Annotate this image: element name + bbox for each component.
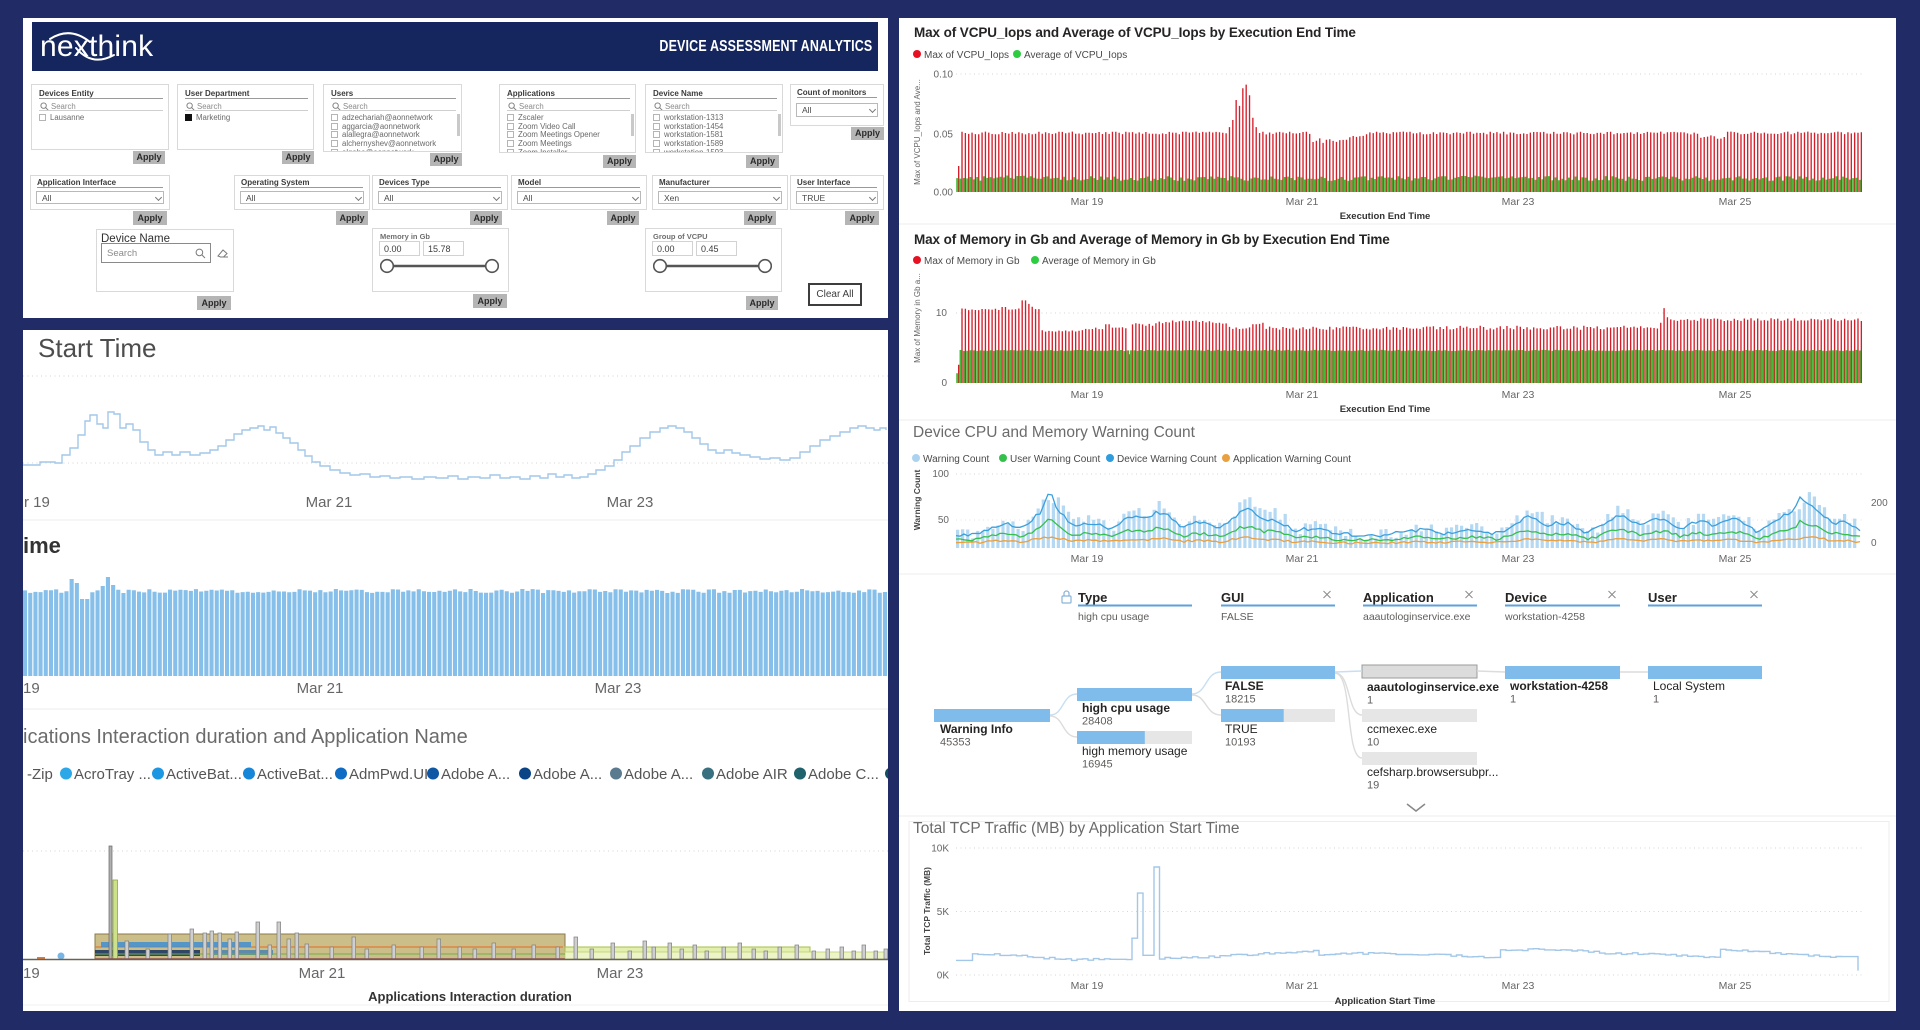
svg-text:Max of Memory in Gb and Averag: Max of Memory in Gb and Average of Memor… [914, 232, 1390, 247]
svg-text:Device Warning Count: Device Warning Count [1117, 454, 1217, 465]
svg-text:Mar 21: Mar 21 [1286, 196, 1319, 208]
svg-text:-Zip: -Zip [27, 766, 53, 783]
svg-text:10: 10 [936, 308, 948, 319]
svg-text:Adobe A...: Adobe A... [624, 766, 693, 783]
svg-text:Max of Memory in Gb a...: Max of Memory in Gb a... [913, 273, 922, 363]
svg-text:aaautologinservice.exe: aaautologinservice.exe [1363, 611, 1471, 623]
svg-text:10K: 10K [931, 844, 949, 855]
svg-text:19: 19 [23, 680, 40, 697]
svg-text:0: 0 [1871, 538, 1877, 549]
svg-text:workstation-4258: workstation-4258 [1504, 611, 1585, 623]
svg-text:Mar 19: Mar 19 [1071, 389, 1104, 401]
svg-text:Adobe C...: Adobe C... [808, 766, 879, 783]
svg-text:Execution End Time: Execution End Time [1340, 211, 1431, 222]
svg-text:Type: Type [1078, 590, 1107, 605]
svg-text:Mar 21: Mar 21 [297, 680, 344, 697]
svg-text:0: 0 [941, 378, 947, 389]
svg-text:Application Warning Count: Application Warning Count [1233, 454, 1351, 465]
svg-text:Adobe AIR: Adobe AIR [716, 766, 788, 783]
svg-text:0.10: 0.10 [934, 70, 954, 81]
svg-text:ActiveBat...: ActiveBat... [257, 766, 333, 783]
svg-text:Mar 21: Mar 21 [1286, 389, 1319, 401]
svg-text:high memory usage: high memory usage [1082, 744, 1188, 758]
svg-text:0K: 0K [937, 971, 950, 982]
svg-text:Mar 21: Mar 21 [1286, 980, 1319, 992]
svg-text:Mar 23: Mar 23 [1502, 553, 1535, 565]
svg-text:Mar 23: Mar 23 [1502, 196, 1535, 208]
svg-text:Mar 19: Mar 19 [1071, 196, 1104, 208]
svg-text:ccmexec.exe: ccmexec.exe [1367, 722, 1437, 736]
svg-text:100: 100 [932, 469, 949, 480]
svg-text:ActiveBat...: ActiveBat... [166, 766, 242, 783]
svg-text:Mar 21: Mar 21 [299, 965, 346, 982]
svg-text:AcroTray ...: AcroTray ... [74, 766, 151, 783]
svg-text:FALSE: FALSE [1221, 611, 1254, 623]
svg-text:5K: 5K [937, 907, 950, 918]
svg-text:Warning Count: Warning Count [923, 454, 990, 465]
svg-text:Mar 25: Mar 25 [1719, 196, 1752, 208]
svg-text:Mar 19: Mar 19 [1071, 980, 1104, 992]
svg-text:Local System: Local System [1653, 679, 1725, 693]
svg-text:Adobe A...: Adobe A... [533, 766, 602, 783]
svg-text:ime: ime [23, 533, 61, 558]
svg-text:high cpu usage: high cpu usage [1082, 701, 1170, 715]
svg-text:FALSE: FALSE [1225, 679, 1264, 693]
svg-text:Total TCP Traffic (MB): Total TCP Traffic (MB) [922, 867, 932, 955]
svg-text:16945: 16945 [1082, 759, 1113, 771]
svg-text:200: 200 [1871, 498, 1888, 509]
svg-text:Mar 21: Mar 21 [1286, 553, 1319, 565]
svg-text:0.05: 0.05 [934, 130, 954, 141]
svg-text:Execution End Time: Execution End Time [1340, 404, 1431, 415]
svg-text:Warning Info: Warning Info [940, 722, 1013, 736]
svg-text:GUI: GUI [1221, 590, 1244, 605]
svg-text:28408: 28408 [1082, 716, 1113, 728]
svg-text:Average of Memory in Gb: Average of Memory in Gb [1042, 256, 1156, 267]
svg-text:10193: 10193 [1225, 737, 1256, 749]
svg-text:Mar 23: Mar 23 [607, 494, 654, 511]
svg-text:Max of VCPU_Iops and Ave...: Max of VCPU_Iops and Ave... [913, 79, 922, 185]
svg-text:Mar 23: Mar 23 [595, 680, 642, 697]
svg-text:User: User [1648, 590, 1677, 605]
svg-text:Device: Device [1505, 590, 1547, 605]
svg-text:19: 19 [1367, 780, 1379, 792]
svg-text:aaautologinservice.exe: aaautologinservice.exe [1367, 680, 1499, 694]
svg-text:TRUE: TRUE [1225, 722, 1258, 736]
svg-text:Mar 19: Mar 19 [1071, 553, 1104, 565]
svg-text:Mar 23: Mar 23 [1502, 980, 1535, 992]
svg-text:Total TCP Traffic (MB) by Appl: Total TCP Traffic (MB) by Application St… [913, 820, 1239, 837]
svg-text:AdmPwd.UI: AdmPwd.UI [349, 766, 428, 783]
svg-text:Max of Memory in Gb: Max of Memory in Gb [924, 256, 1020, 267]
svg-text:Mar 25: Mar 25 [1719, 980, 1752, 992]
svg-text:Mar 23: Mar 23 [1502, 389, 1535, 401]
svg-text:high cpu usage: high cpu usage [1078, 611, 1149, 623]
svg-text:ications Interaction duration: ications Interaction duration and Applic… [23, 726, 468, 748]
svg-text:Average of VCPU_Iops: Average of VCPU_Iops [1024, 50, 1127, 61]
svg-text:r 19: r 19 [24, 494, 50, 511]
svg-text:Max of VCPU_Iops: Max of VCPU_Iops [924, 50, 1009, 61]
svg-text:0.00: 0.00 [934, 188, 954, 199]
svg-text:19: 19 [23, 965, 40, 982]
svg-text:10: 10 [1367, 737, 1379, 749]
svg-text:1: 1 [1510, 694, 1516, 706]
svg-text:Mar 23: Mar 23 [597, 965, 644, 982]
svg-text:Mar 25: Mar 25 [1719, 389, 1752, 401]
svg-text:18215: 18215 [1225, 694, 1256, 706]
svg-text:Applications Interaction durat: Applications Interaction duration [368, 989, 572, 1004]
svg-text:Mar 21: Mar 21 [306, 494, 353, 511]
svg-text:1: 1 [1653, 694, 1659, 706]
svg-text:Application Start Time: Application Start Time [1335, 996, 1436, 1007]
svg-text:50: 50 [938, 515, 950, 526]
svg-text:workstation-4258: workstation-4258 [1509, 679, 1608, 693]
svg-text:Warning Count: Warning Count [912, 470, 922, 531]
svg-text:Application: Application [1363, 590, 1434, 605]
svg-text:Max of VCPU_Iops and Average o: Max of VCPU_Iops and Average of VCPU_Iop… [914, 25, 1356, 40]
svg-text:Adobe A...: Adobe A... [441, 766, 510, 783]
svg-text:Device CPU and Memory Warning: Device CPU and Memory Warning Count [913, 424, 1196, 441]
svg-text:1: 1 [1367, 695, 1373, 707]
svg-text:45353: 45353 [940, 737, 971, 749]
svg-text:Start Time: Start Time [38, 333, 156, 363]
svg-text:Mar 25: Mar 25 [1719, 553, 1752, 565]
svg-text:User Warning Count: User Warning Count [1010, 454, 1100, 465]
svg-text:cefsharp.browsersubpr...: cefsharp.browsersubpr... [1367, 765, 1498, 779]
